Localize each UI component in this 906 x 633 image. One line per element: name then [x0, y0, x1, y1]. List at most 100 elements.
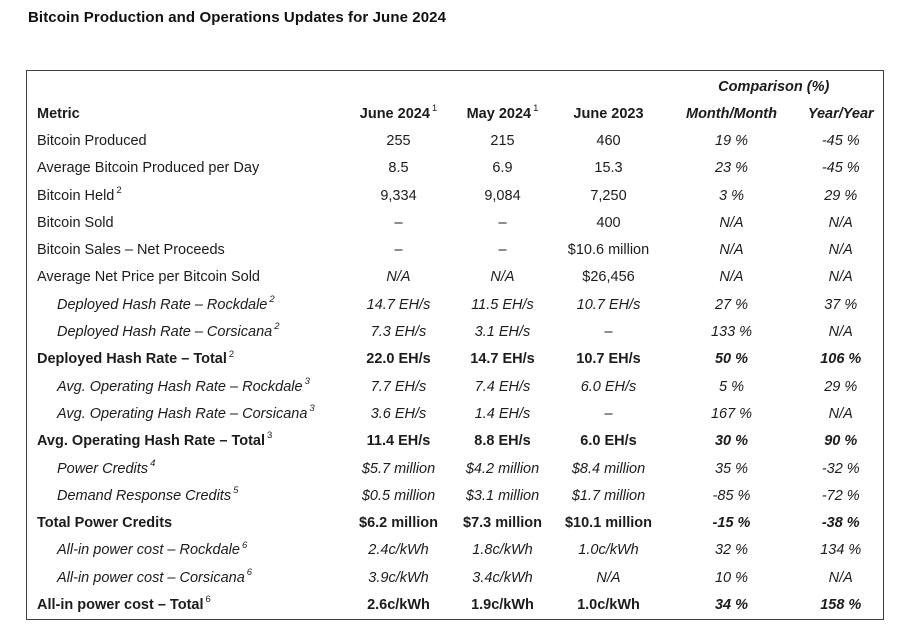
- table-row: Power Credits 4 $5.7 million $4.2 million $8…: [27, 456, 884, 483]
- metric-label-text: Average Bitcoin Produced per Day: [37, 160, 260, 177]
- metric-label-text: Deployed Hash Rate – Total: [37, 351, 227, 368]
- value-cell: 15.3: [594, 160, 623, 177]
- month-month-cell: N/A: [719, 242, 744, 259]
- metrics-table: Comparison (%) Metric June 2024 1 May 202…: [26, 70, 885, 621]
- metric-label-text: All-in power cost – Total: [37, 597, 204, 614]
- metric-label-text: Bitcoin Produced: [37, 133, 147, 149]
- table-row: All-in power cost – Total 6 2.6c/kWh 1.9c/k…: [27, 592, 884, 620]
- column-header-june-2024: June 2024 1: [345, 100, 453, 128]
- metric-label: Average Bitcoin Produced per Day: [27, 155, 345, 182]
- metric-label: Deployed Hash Rate – Corsicana 2: [27, 319, 345, 346]
- value-cell: 255: [386, 133, 411, 149]
- value-cell: 11.4 EH/s: [366, 433, 431, 450]
- value-cell: 1.0c/kWh: [578, 542, 639, 559]
- value-cell: $3.1 million: [465, 487, 540, 504]
- value-cell: $0.5 million: [361, 487, 436, 504]
- year-year-cell: 90 %: [824, 433, 858, 450]
- value-cell: 14.7 EH/s: [366, 296, 431, 313]
- metric-label: All-in power cost – Corsicana 6: [27, 565, 345, 592]
- value-cell: 1.0c/kWh: [577, 597, 640, 614]
- value-cell: $8.4 million: [571, 460, 646, 477]
- year-year-cell: 37 %: [824, 296, 858, 313]
- value-cell: N/A: [490, 269, 515, 286]
- year-year-cell: -72 %: [821, 487, 860, 504]
- footnote-marker: 3: [267, 430, 273, 442]
- metric-label-text: Average Net Price per Bitcoin Sold: [37, 269, 260, 286]
- metric-label: Avg. Operating Hash Rate – Total 3: [27, 428, 345, 455]
- value-cell: 6.0 EH/s: [580, 433, 637, 450]
- value-cell: 6.9: [492, 160, 513, 177]
- value-cell: 1.8c/kWh: [472, 542, 533, 559]
- value-cell: 7.3 EH/s: [370, 324, 427, 341]
- metric-label: Total Power Credits: [27, 510, 345, 537]
- column-header-year-year: Year/Year: [807, 106, 874, 122]
- metric-label: Bitcoin Sales – Net Proceeds: [27, 237, 345, 264]
- month-month-cell: 10 %: [714, 569, 749, 586]
- value-cell: $10.1 million: [564, 515, 653, 532]
- column-header-may-2024: May 2024 1: [453, 100, 553, 128]
- year-year-cell: N/A: [828, 405, 853, 422]
- value-cell: $6.2 million: [359, 515, 438, 532]
- metric-label-text: Deployed Hash Rate – Rockdale: [57, 296, 268, 313]
- month-month-cell: N/A: [719, 214, 744, 231]
- table-row: All-in power cost – Corsicana 6 3.9c/kWh 3.…: [27, 565, 884, 592]
- table-row: Total Power Credits $6.2 million $7.3 mill…: [27, 510, 884, 537]
- month-month-cell: 167 %: [710, 405, 753, 422]
- year-year-cell: N/A: [828, 569, 853, 586]
- year-year-cell: -45 %: [821, 133, 860, 149]
- year-year-cell: -45 %: [821, 160, 860, 177]
- year-year-cell: N/A: [828, 214, 853, 231]
- value-cell: 6.0 EH/s: [580, 378, 637, 395]
- value-cell: 215: [490, 133, 515, 149]
- metric-label-text: All-in power cost – Rockdale: [57, 542, 240, 559]
- footnote-marker: 6: [205, 594, 211, 606]
- table-row: Avg. Operating Hash Rate – Corsicana 3 3.6…: [27, 401, 884, 428]
- value-cell: N/A: [596, 569, 621, 586]
- value-cell: 7,250: [590, 187, 627, 204]
- metric-label: Deployed Hash Rate – Total 2: [27, 346, 345, 373]
- metric-label-text: Bitcoin Sold: [37, 214, 114, 231]
- value-cell: 9,334: [380, 187, 417, 204]
- column-header-row: Metric June 2024 1 May 2024 1 June 2023 Mo…: [27, 100, 884, 128]
- value-cell: $4.2 million: [465, 460, 540, 477]
- month-month-cell: 3 %: [719, 187, 744, 204]
- year-year-cell: 29 %: [824, 378, 858, 395]
- table-row: Bitcoin Produced 255 215 460 19 % -45 %: [27, 128, 884, 155]
- metric-label: All-in power cost – Total 6: [27, 592, 345, 620]
- value-cell: 7.4 EH/s: [474, 378, 531, 395]
- column-header-june-2024-label: June 2024: [359, 106, 430, 122]
- value-cell: 2.4c/kWh: [368, 542, 429, 559]
- footnote-marker: 3: [304, 375, 310, 387]
- column-header-metric: Metric: [37, 106, 80, 122]
- metric-label: Bitcoin Held 2: [27, 183, 345, 210]
- footnote-marker: 6: [241, 539, 248, 551]
- footnote-marker: 6: [246, 566, 253, 578]
- year-year-cell: 106 %: [820, 351, 862, 368]
- comparison-header: Comparison (%): [718, 79, 830, 95]
- table-row: Bitcoin Held 2 9,334 9,084 7,250 3 % 29 %: [27, 183, 884, 210]
- month-month-cell: 27 %: [714, 296, 749, 313]
- footnote-marker: 1: [533, 103, 539, 115]
- year-year-cell: 29 %: [824, 187, 858, 204]
- month-month-cell: 133 %: [710, 324, 753, 341]
- month-month-cell: 30 %: [714, 433, 749, 450]
- footnote-marker: 3: [309, 403, 315, 415]
- footnote-marker: 5: [233, 485, 239, 497]
- footnote-marker: 1: [431, 103, 438, 115]
- year-year-cell: 158 %: [820, 597, 862, 614]
- metric-label-text: Bitcoin Held: [37, 187, 115, 204]
- value-cell: –: [498, 214, 507, 231]
- metric-label-text: Avg. Operating Hash Rate – Total: [37, 433, 266, 450]
- value-cell: 1.9c/kWh: [471, 597, 534, 614]
- metric-label-text: Power Credits: [57, 460, 149, 477]
- value-cell: $10.6 million: [567, 242, 650, 259]
- table-row: Bitcoin Sales – Net Proceeds – – $10.6 mill…: [27, 237, 884, 264]
- metric-label: Avg. Operating Hash Rate – Corsicana 3: [27, 401, 345, 428]
- table-row: Demand Response Credits 5 $0.5 million $3.1…: [27, 483, 884, 510]
- footnote-marker: 2: [228, 348, 235, 360]
- month-month-cell: 50 %: [714, 351, 749, 368]
- table-row: Average Net Price per Bitcoin Sold N/A N/A…: [27, 264, 884, 291]
- value-cell: 2.6c/kWh: [367, 597, 430, 614]
- metric-label: Average Net Price per Bitcoin Sold: [27, 264, 345, 291]
